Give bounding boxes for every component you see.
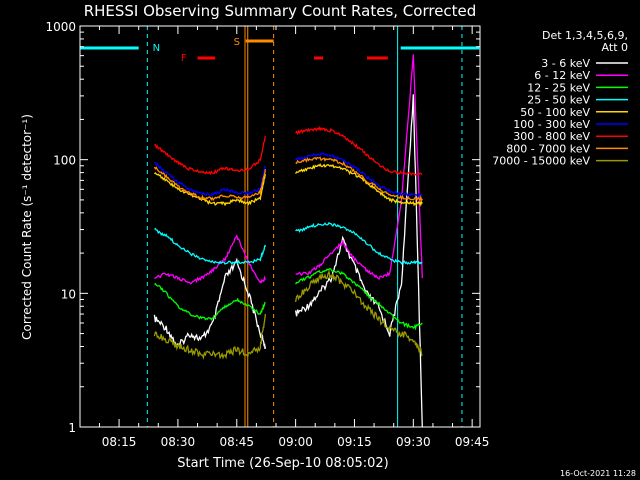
flag-label-n: N <box>153 43 160 54</box>
x-axis-label: Start Time (26-Sep-10 08:05:02) <box>177 456 388 471</box>
series-line-4 <box>295 162 423 208</box>
legend-header-line-2: Att 0 <box>602 41 628 54</box>
axes: 1 10 100 1000 08:15 08:30 08:45 09:00 09:15 09:30… <box>45 20 489 449</box>
plot-area: N F S <box>80 26 480 428</box>
y-axis-label: Corrected Count Rate (s⁻¹ detector⁻¹) <box>20 114 34 340</box>
series-line-5 <box>154 161 267 197</box>
x-tick-label: 08:30 <box>161 435 196 449</box>
plot-frame <box>79 25 481 428</box>
legend-label: 3 - 6 keV <box>541 57 590 70</box>
series-line-1 <box>154 234 266 285</box>
series-line-2 <box>154 282 266 321</box>
legend-label: 6 - 12 keV <box>534 69 590 82</box>
series-line-8 <box>153 313 267 360</box>
y-tick-label: 10 <box>61 287 76 301</box>
y-tick-label: 100 <box>53 154 76 168</box>
series-line-2 <box>295 267 423 331</box>
x-tick-label: 09:15 <box>337 435 372 449</box>
series-line-4 <box>153 171 267 207</box>
y-tick-label: 1 <box>68 421 76 435</box>
series-line-7 <box>153 166 267 202</box>
series-line-3 <box>295 221 423 265</box>
series-line-3 <box>154 227 267 266</box>
series-line-0 <box>294 94 423 428</box>
legend-label: 25 - 50 keV <box>527 94 590 107</box>
x-tick-label: 09:00 <box>278 435 313 449</box>
x-tick-label: 08:15 <box>102 435 137 449</box>
legend-label: 7000 - 15000 keV <box>492 155 590 168</box>
x-tick-label: 08:45 <box>219 435 254 449</box>
flag-label-f: F <box>181 53 187 64</box>
legend-label: 12 - 25 keV <box>527 81 590 94</box>
series-line-5 <box>295 152 423 198</box>
x-tick-label: 09:30 <box>396 435 431 449</box>
legend-label: 100 - 300 keV <box>513 118 590 131</box>
chart-title: RHESSI Observing Summary Count Rates, Co… <box>84 2 477 20</box>
legend-label: 300 - 800 keV <box>513 130 590 143</box>
series-line-6 <box>295 125 423 176</box>
y-tick-label: 1000 <box>45 20 76 34</box>
series-line-6 <box>154 135 267 176</box>
x-tick-label: 09:45 <box>455 435 490 449</box>
series-line-7 <box>295 156 423 202</box>
legend-header-line-1: Det 1,3,4,5,6,9, <box>542 29 628 42</box>
legend-label: 800 - 7000 keV <box>506 142 590 155</box>
footer-timestamp: 16-Oct-2021 11:28 <box>560 469 636 478</box>
series-line-1 <box>295 54 423 281</box>
series-line-8 <box>294 269 423 357</box>
flag-label-s: S <box>234 37 240 48</box>
legend-label: 50 - 100 keV <box>520 106 590 119</box>
